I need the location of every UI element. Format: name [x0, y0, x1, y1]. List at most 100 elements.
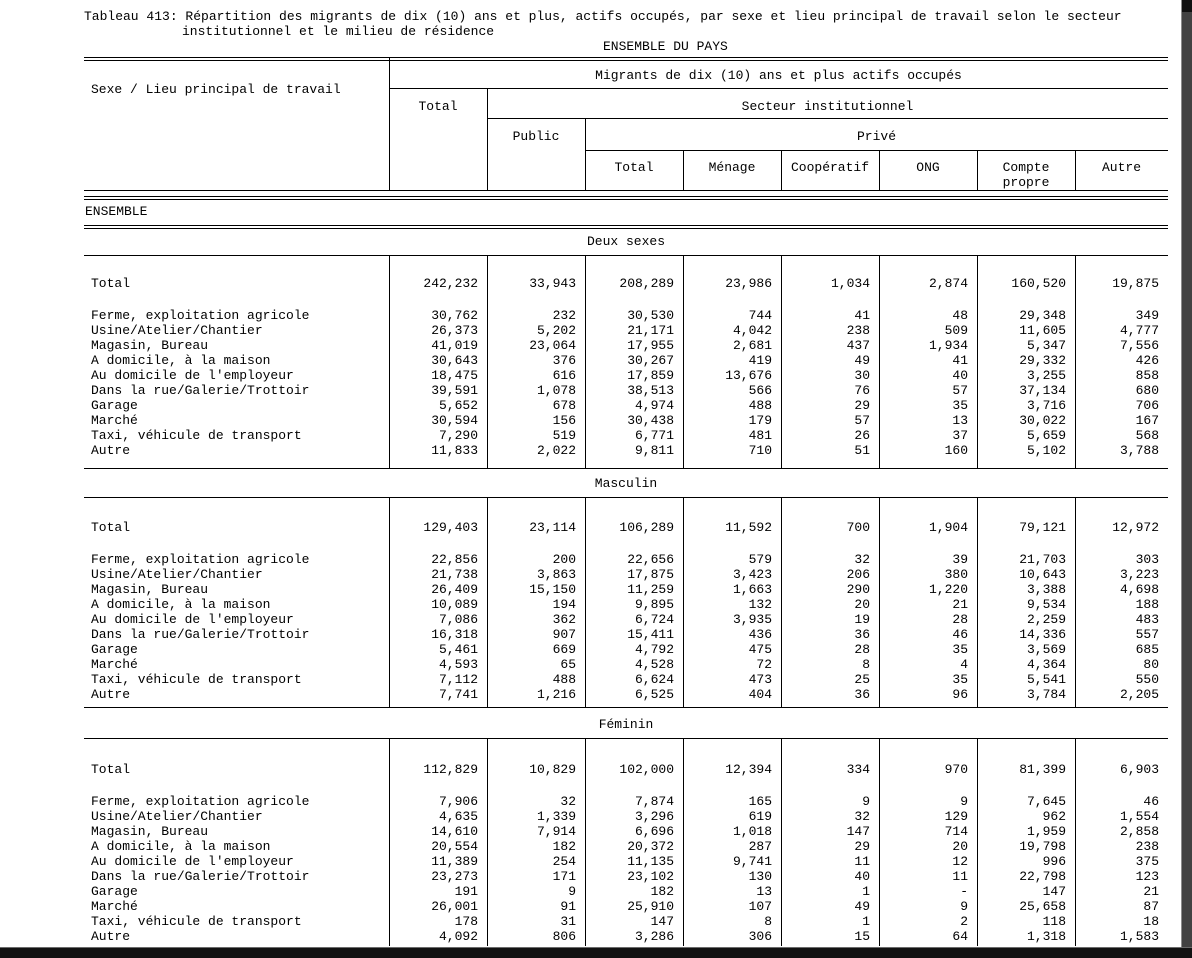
- rule: [879, 255, 880, 468]
- cell-value: 5,652: [438, 398, 478, 413]
- table-title-line1: Tableau 413: Répartition des migrants de…: [84, 9, 1122, 24]
- cell-value: 26,409: [431, 582, 478, 597]
- cell-value: 907: [552, 627, 576, 642]
- cell-value: 7,290: [438, 428, 478, 443]
- cell-value: 7,906: [438, 794, 478, 809]
- cell-value: 9: [960, 899, 968, 914]
- cell-value: 9: [568, 884, 576, 899]
- cell-value: 3,935: [732, 612, 772, 627]
- cell-value: 14,610: [431, 824, 478, 839]
- cell-value: 7,112: [438, 672, 478, 687]
- cell-value: 858: [1135, 368, 1159, 383]
- rule: [1075, 738, 1076, 946]
- rule: [84, 228, 1168, 229]
- cell-value: 21: [1143, 884, 1159, 899]
- cell-value: 65: [560, 657, 576, 672]
- cell-value: 21,171: [627, 323, 674, 338]
- table-row: Au domicile de l'employeur 7,086 362 6,724 3…: [84, 612, 1168, 627]
- cell-value: 2,022: [536, 443, 576, 458]
- cell-value: 38,513: [627, 383, 674, 398]
- cell-value: 123: [1135, 869, 1159, 884]
- cell-value: 349: [1135, 308, 1159, 323]
- table-row: Marché 4,593 65 4,528 72 8 4 4,364 80: [84, 657, 1168, 672]
- cell-value: 970: [944, 762, 968, 777]
- cell-value: 1,959: [1026, 824, 1066, 839]
- cell-value: 49: [854, 353, 870, 368]
- cell-value: 6,624: [634, 672, 674, 687]
- rule: [84, 255, 1168, 256]
- col-header-public: Public: [512, 129, 560, 144]
- table-row: Ferme, exploitation agricole 30,762 232 30,…: [84, 308, 1168, 323]
- cell-value: 57: [854, 413, 870, 428]
- cell-value: 19: [854, 612, 870, 627]
- row-label: Marché: [91, 413, 138, 428]
- cell-value: 362: [552, 612, 576, 627]
- table-row: Garage 191 9 182 13 1 - 147 21: [84, 884, 1168, 899]
- cell-value: 4,698: [1119, 582, 1159, 597]
- col-header-cooperatif: Coopératif: [790, 160, 869, 175]
- row-label: A domicile, à la maison: [91, 597, 271, 612]
- rule: [84, 468, 1168, 469]
- row-label: Magasin, Bureau: [91, 582, 209, 597]
- cell-value: 129,403: [423, 520, 478, 535]
- scan-edge-right: [1181, 0, 1192, 958]
- cell-value: 32: [854, 552, 870, 567]
- cell-value: 232: [552, 308, 576, 323]
- cell-value: 4,792: [634, 642, 674, 657]
- cell-value: 5,347: [1026, 338, 1066, 353]
- cell-value: 28: [952, 612, 968, 627]
- cell-value: 191: [454, 884, 478, 899]
- cell-value: 23,986: [725, 276, 772, 291]
- cell-value: 616: [552, 368, 576, 383]
- row-label: Taxi, véhicule de transport: [91, 672, 302, 687]
- cell-value: 579: [748, 552, 772, 567]
- cell-value: 436: [748, 627, 772, 642]
- cell-value: 147: [650, 914, 674, 929]
- rule: [683, 255, 684, 468]
- row-label: Garage: [91, 398, 138, 413]
- cell-value: 30,022: [1019, 413, 1066, 428]
- rule: [879, 497, 880, 707]
- row-label: Total: [91, 762, 131, 777]
- cell-value: 2,874: [928, 276, 968, 291]
- row-label: Ferme, exploitation agricole: [91, 308, 310, 323]
- cell-value: 33,943: [529, 276, 576, 291]
- cell-value: 31: [560, 914, 576, 929]
- table-row: Usine/Atelier/Chantier 26,373 5,202 21,171 4…: [84, 323, 1168, 338]
- table-row: Ferme, exploitation agricole 22,856 200 22,…: [84, 552, 1168, 567]
- row-label: Total: [91, 520, 131, 535]
- cell-value: 17,955: [627, 338, 674, 353]
- cell-value: 25: [854, 672, 870, 687]
- cell-value: 18: [1143, 914, 1159, 929]
- cell-value: 30,438: [627, 413, 674, 428]
- cell-value: 46: [1143, 794, 1159, 809]
- row-label: Garage: [91, 884, 138, 899]
- cell-value: 7,741: [438, 687, 478, 702]
- cell-value: 29: [854, 839, 870, 854]
- rule: [683, 497, 684, 707]
- cell-value: 40: [854, 869, 870, 884]
- cell-value: 2: [960, 914, 968, 929]
- row-label: Taxi, véhicule de transport: [91, 428, 302, 443]
- cell-value: 404: [748, 687, 772, 702]
- rule: [84, 738, 1168, 739]
- row-label: Usine/Atelier/Chantier: [91, 809, 263, 824]
- cell-value: 290: [846, 582, 870, 597]
- cell-value: 20,372: [627, 839, 674, 854]
- rule: [879, 150, 880, 190]
- cell-value: 21,738: [431, 567, 478, 582]
- cell-value: 3,569: [1026, 642, 1066, 657]
- cell-value: 25,658: [1019, 899, 1066, 914]
- cell-value: 4,528: [634, 657, 674, 672]
- cell-value: 41,019: [431, 338, 478, 353]
- cell-value: 3,286: [634, 929, 674, 944]
- cell-value: 1,034: [830, 276, 870, 291]
- cell-value: 41: [854, 308, 870, 323]
- cell-value: 8: [862, 657, 870, 672]
- cell-value: 22,656: [627, 552, 674, 567]
- cell-value: 238: [1135, 839, 1159, 854]
- cell-value: 30,530: [627, 308, 674, 323]
- cell-value: 4,635: [438, 809, 478, 824]
- rule: [84, 497, 1168, 498]
- table-row: Usine/Atelier/Chantier 4,635 1,339 3,296 619…: [84, 809, 1168, 824]
